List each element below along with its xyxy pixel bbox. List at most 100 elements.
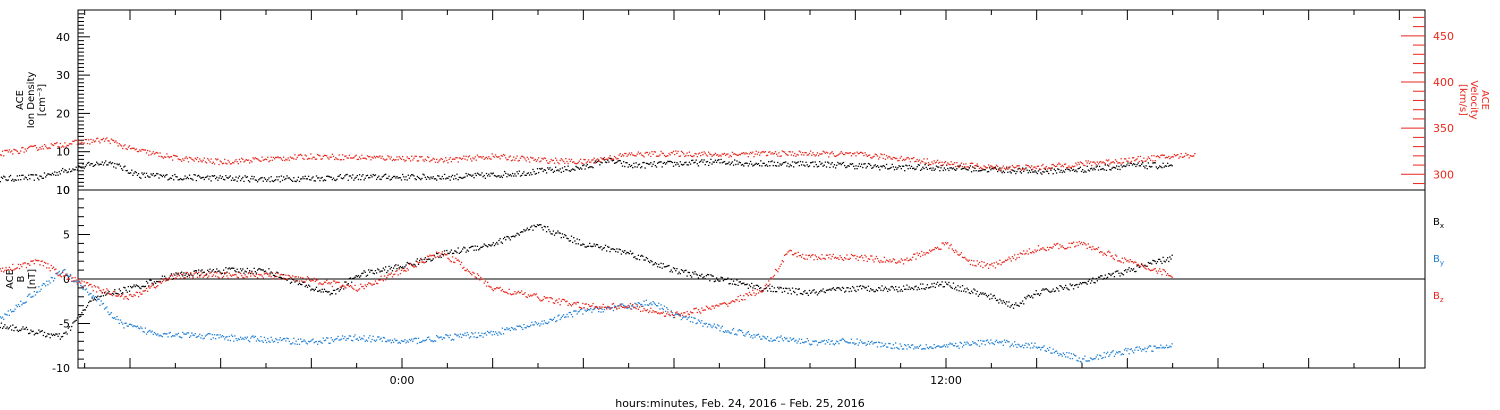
velocity-series-point [952,163,955,165]
bx-series-point [297,283,300,286]
by-series-point [76,283,79,285]
density-series-point [88,161,90,164]
by-series-point [564,316,566,319]
density-series-point [249,181,251,183]
velocity-series-point [501,155,504,157]
velocity-series-point [1044,167,1046,169]
density-series-point [500,175,502,177]
bz-series-point [473,272,475,274]
bx-series-point [361,272,363,275]
density-series-point [460,177,463,179]
by-series-point [113,317,115,320]
by-series-point [341,335,344,337]
velocity-series-point [253,158,255,160]
velocity-series-point [995,164,998,166]
bx-series-point [1044,288,1046,290]
density-series-point [492,172,494,174]
velocity-series-point [51,144,54,146]
bx-series-point [693,273,695,275]
bx-series-point [253,267,255,270]
density-series-point [531,173,533,176]
bx-series-point [925,286,927,289]
velocity-series-point [638,153,641,155]
bz-series-point [664,315,667,317]
bx-series-point [918,288,921,290]
density-series-point [776,165,778,167]
bz-series-point [193,273,195,275]
by-series-point [123,327,125,329]
by-series-point [892,344,895,346]
density-series-point [1028,170,1031,172]
bz-series-point [683,312,685,314]
velocity-series-point [190,157,192,159]
by-series-point [1045,350,1048,353]
velocity-series-point [136,150,139,153]
bx-series-point [156,280,158,283]
velocity-series-point [440,157,442,160]
bz-series-point [46,267,48,269]
by-series-point [683,316,685,318]
bx-series-point [143,285,145,288]
bx-series-point [184,274,186,276]
by-series-point [292,342,294,344]
bz-series-point [695,307,697,309]
velocity-series-point [706,155,709,157]
by-series-point [167,336,169,338]
by-series-point [128,323,131,325]
by-series-point [584,309,586,311]
density-series-point [913,167,915,169]
density-series-point [296,179,298,181]
bx-series-point [272,274,275,276]
bz-series-point [718,305,720,307]
bx-series-point [1002,300,1004,302]
bz-series-point [153,286,156,289]
velocity-series-point [1011,164,1014,167]
velocity-series-point [1028,166,1031,168]
bz-series-point [603,306,606,308]
bx-series-point [76,317,79,319]
bx-series-point [67,327,69,329]
velocity-series-point [675,150,677,152]
bz-series-point [559,304,561,306]
velocity-series-point [702,153,704,156]
density-series-point [592,166,594,169]
velocity-series-point [897,160,899,162]
by-series-point [883,344,885,347]
by-series-point [75,281,77,283]
bx-series-point [341,285,344,287]
velocity-series-point [637,151,640,153]
density-series-point [267,179,269,181]
bz-series-point [516,292,518,294]
by-series-point [368,337,370,339]
bx-series-point [904,288,906,290]
by-series-point [1066,351,1068,354]
by-series-point [389,339,391,341]
velocity-series-point [171,159,174,161]
bx-series-point [927,287,930,289]
velocity-series-point [59,142,62,145]
velocity-series-point [236,161,238,163]
bz-series-point [173,273,175,275]
bx-series-point [245,271,247,273]
density-series-point [935,165,938,167]
bz-series-point [748,291,751,294]
velocity-series-point [149,150,151,152]
by-series-point [511,327,514,329]
by-series-point [950,343,952,345]
velocity-series-point [357,158,360,161]
bx-series-point [457,247,459,249]
density-series-point [1078,167,1080,170]
bx-series-point [5,327,7,330]
velocity-series-point [484,157,487,159]
velocity-series-point [779,155,781,158]
density-series-point [80,166,82,169]
by-series-point [526,325,528,327]
density-series-point [437,175,439,177]
by-series-point [561,315,564,317]
velocity-series-point [947,162,949,164]
bz-series-point [742,299,744,301]
by-series-point [225,336,227,338]
bx-series-point [374,269,377,272]
by-series-point [1139,348,1142,350]
bx-series-point [636,258,638,260]
